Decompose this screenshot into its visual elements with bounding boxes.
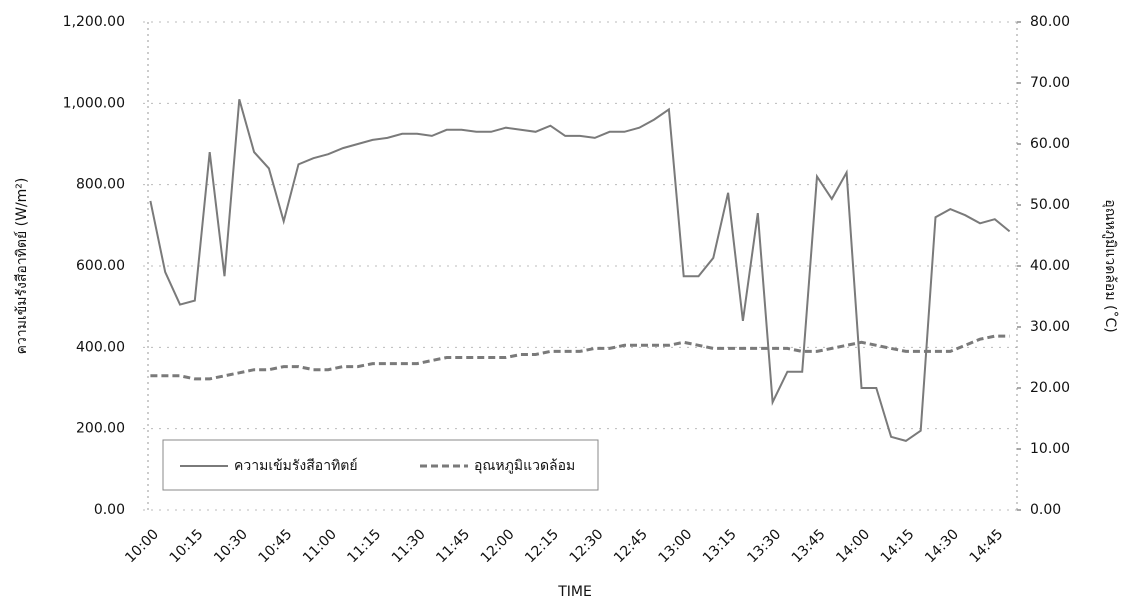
x-tick-label: 12:15: [522, 526, 562, 566]
x-tick-label: 14:00: [833, 526, 873, 566]
y2-tick-label: 0.00: [1030, 502, 1061, 518]
x-tick-label: 10:45: [256, 526, 296, 566]
legend-label: อุณหภูมิแวดล้อม: [474, 458, 575, 474]
x-tick-label: 10:15: [167, 526, 207, 566]
series-line: [150, 99, 1009, 441]
x-tick-label: 14:15: [878, 526, 918, 566]
y2-tick-label: 50.00: [1030, 197, 1070, 213]
x-tick-label: 11:00: [300, 526, 340, 566]
x-tick-label: 11:30: [389, 526, 429, 566]
y-tick-label: 1,200.00: [63, 14, 125, 30]
x-tick-label: 10:30: [211, 526, 251, 566]
chart: TIME ความเข้มรังสีอาทิตย์ (W/m²) อุณหภูม…: [0, 0, 1131, 604]
x-tick-label: 14:45: [967, 526, 1007, 566]
x-tick-label: 11:15: [344, 526, 384, 566]
y2-tick-label: 20.00: [1030, 380, 1070, 396]
x-tick-label: 10:00: [122, 526, 162, 566]
y2-tick-label: 70.00: [1030, 75, 1070, 91]
y2-tick-label: 30.00: [1030, 319, 1070, 335]
x-axis-title: TIME: [557, 584, 592, 600]
x-tick-label: 13:15: [700, 526, 740, 566]
y2-tick-label: 80.00: [1030, 14, 1070, 30]
y-tick-label: 1,000.00: [63, 95, 125, 111]
page: TIME ความเข้มรังสีอาทิตย์ (W/m²) อุณหภูม…: [0, 0, 1131, 604]
y-tick-label: 200.00: [76, 421, 125, 437]
y2-axis-title: อุณหภูมิแวดล้อม (˚C): [1102, 199, 1119, 332]
x-tick-label: 13:00: [655, 526, 695, 566]
x-tick-label: 13:45: [789, 526, 829, 566]
x-tick-label: 11:45: [433, 526, 473, 566]
x-tick-label: 12:00: [478, 526, 518, 566]
y2-tick-label: 10.00: [1030, 441, 1070, 457]
x-tick-label: 13:30: [744, 526, 784, 566]
y-tick-label: 800.00: [76, 177, 125, 193]
y-axis-title: ความเข้มรังสีอาทิตย์ (W/m²): [13, 178, 30, 355]
series-line: [150, 336, 1009, 379]
y-tick-label: 400.00: [76, 339, 125, 355]
x-tick-label: 12:45: [611, 526, 651, 566]
legend-label: ความเข้มรังสีอาทิตย์: [234, 457, 358, 474]
y2-tick-label: 40.00: [1030, 258, 1070, 274]
y-tick-label: 600.00: [76, 258, 125, 274]
y-tick-label: 0.00: [94, 502, 125, 518]
y2-tick-label: 60.00: [1030, 136, 1070, 152]
x-tick-label: 12:30: [567, 526, 607, 566]
x-tick-label: 14:30: [922, 526, 962, 566]
